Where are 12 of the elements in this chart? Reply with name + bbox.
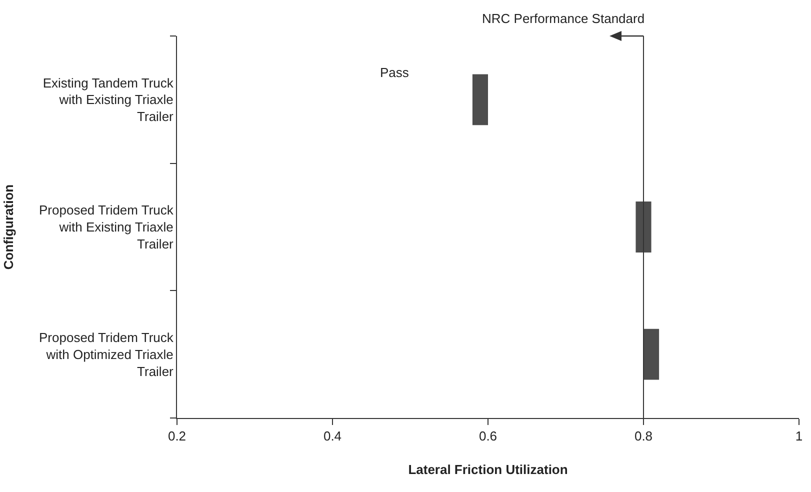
y-tick-label: Existing Tandem Truck with Existing Triaxle Trailer bbox=[42, 75, 174, 124]
x-tick-label: 0.8 bbox=[634, 428, 653, 444]
y-tick-label: Proposed Tridem Truck with Optimized Triaxle Trailer bbox=[39, 330, 174, 379]
annotation: Pass bbox=[380, 65, 410, 80]
y-axis-title: Configuration bbox=[0, 184, 16, 270]
x-tick-label: 0.4 bbox=[323, 428, 342, 444]
x-tick-label: 0.2 bbox=[168, 428, 186, 444]
y-tick-label: Proposed Tridem Truck with Existing Triaxle Trailer bbox=[39, 202, 174, 252]
x-axis-title: Lateral Friction Utilization bbox=[408, 462, 568, 478]
ref-line-label: NRC Performance Standard bbox=[482, 11, 645, 26]
x-tick-label: 1 bbox=[795, 428, 803, 444]
x-tick-label: 0.6 bbox=[478, 428, 498, 444]
